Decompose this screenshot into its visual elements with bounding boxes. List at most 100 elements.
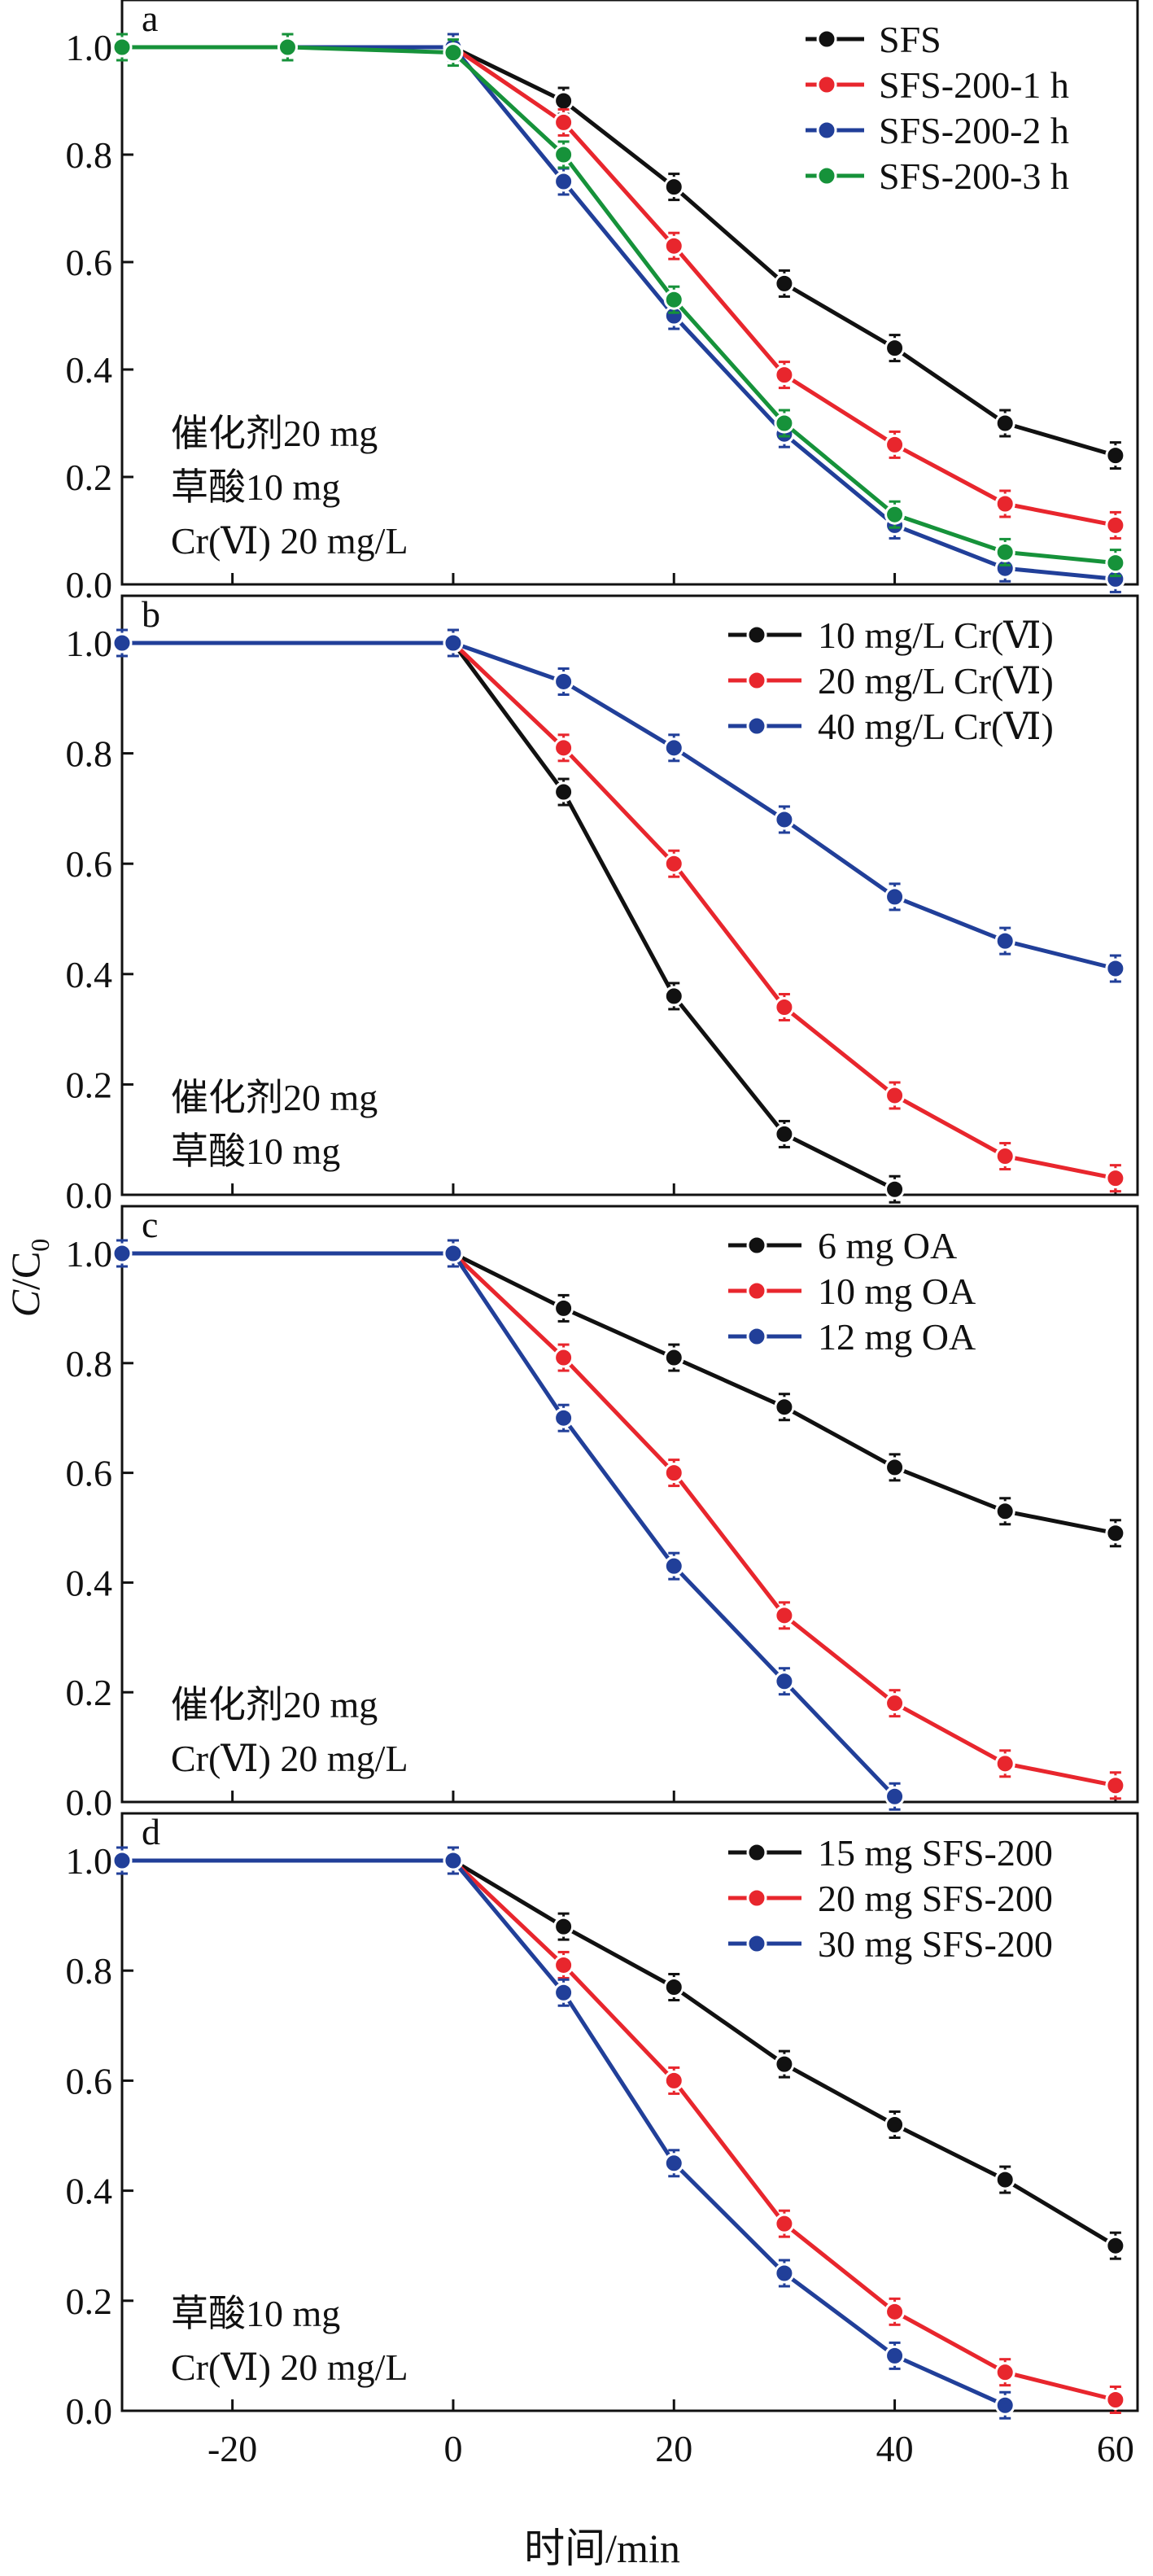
data-point [663,1555,684,1577]
data-point [663,737,684,759]
data-point [111,632,133,654]
data-point [994,1146,1015,1167]
data-point [1105,2389,1126,2410]
data-point [1105,514,1126,536]
data-point [553,1982,574,2003]
legend-label: 10 mg/L Cr(Ⅵ) [818,614,1054,656]
data-point [774,413,795,434]
panel-b: 0.0 0.2 0.4 0.6 0.8 1.0 b 10 mg/L Cr(Ⅵ)20 mg/L … [66,593,1139,1216]
data-point [884,1786,906,1807]
legend-label: SFS-200-2 h [879,110,1069,151]
data-point [663,177,684,198]
y-tick-label: 0.2 [66,1672,113,1713]
legend-label: 40 mg/L Cr(Ⅵ) [818,706,1054,747]
legend-label: SFS [879,19,941,60]
data-point [884,2345,906,2366]
data-point [884,2114,906,2135]
data-point [994,1501,1015,1522]
data-point [553,1347,574,1368]
series-line [122,1251,1116,1788]
panel-annotation: 催化剂20 mg [171,413,378,454]
panel-frame [120,0,1139,586]
data-point [774,1397,795,1418]
legend-swatch-marker [746,624,767,645]
data-point [774,2263,795,2284]
data-point [443,42,464,63]
data-point [774,1605,795,1626]
legend-label: 10 mg OA [818,1271,976,1312]
legend-swatch-marker [746,1280,767,1301]
y-tick-label: 1.0 [66,1233,113,1275]
panel-annotation: 草酸10 mg [171,2293,340,2334]
y-tick-label: 0.8 [66,134,113,176]
legend-swatch-marker [746,670,767,691]
panel-letter: d [142,1811,160,1852]
x-tick-label: 60 [1097,2428,1134,2469]
data-point [774,996,795,1017]
data-point [1105,1523,1126,1544]
y-tick-label: 0.0 [66,1174,113,1216]
y-tick-label: 0.0 [66,2390,113,2432]
data-point [553,737,574,759]
legend-swatch-marker [816,74,837,95]
panel-annotation: 催化剂20 mg [171,1077,378,1118]
data-point [111,1850,133,1871]
y-tick-label: 0.4 [66,2171,113,2212]
data-point [663,2153,684,2174]
data-point [553,671,574,692]
legend-swatch-marker [816,165,837,186]
data-point [553,1407,574,1428]
panel-frame [120,1812,1139,2412]
data-point [774,273,795,294]
data-point [884,434,906,455]
legend-label: 6 mg OA [818,1225,957,1266]
y-tick-label: 0.4 [66,954,113,995]
series-line [122,1858,1116,2402]
y-tick-label: 0.2 [66,2281,113,2322]
data-point [663,2070,684,2091]
x-tick-label: 40 [876,2428,914,2469]
data-point [1105,958,1126,979]
y-axis-title-main: C [2,1289,48,1317]
legend-swatch-marker [746,1842,767,1863]
data-point [443,632,464,654]
panel-annotation: 草酸10 mg [171,1131,340,1172]
data-point [994,930,1015,951]
panel-annotation: 催化剂20 mg [171,1684,378,1725]
y-axis-title-subscript: 0 [25,1239,55,1252]
panel-letter: b [142,593,160,635]
data-point [443,1243,464,1264]
data-point [994,541,1015,562]
panel-annotation: Cr(Ⅵ) 20 mg/L [171,1738,408,1779]
panel-annotation: Cr(Ⅵ) 20 mg/L [171,2346,408,2388]
legend-label: SFS-200-3 h [879,155,1069,197]
series-line [122,1251,1116,1536]
data-point [553,171,574,192]
y-tick-label: 1.0 [66,1840,113,1882]
data-point [663,853,684,874]
legend-swatch-marker [746,715,767,737]
y-axis-title-sep: /C [2,1252,48,1290]
data-point [663,235,684,256]
data-point [1105,553,1126,574]
series-line [122,1858,1117,2248]
panel-annotation: Cr(Ⅵ) 20 mg/L [171,520,408,562]
data-point [553,1297,574,1319]
y-tick-label: 0.4 [66,349,113,391]
legend-label: SFS-200-1 h [879,64,1069,106]
data-point [663,1463,684,1484]
y-tick-label: 1.0 [66,623,113,664]
legend-swatch-marker [746,1235,767,1256]
data-point [884,504,906,525]
data-point [1105,1168,1126,1189]
data-point [1105,445,1126,466]
legend-label: 20 mg/L Cr(Ⅵ) [818,660,1054,702]
y-tick-label: 0.2 [66,457,113,498]
x-tick-label: 0 [443,2428,462,2469]
data-point [553,1916,574,1937]
